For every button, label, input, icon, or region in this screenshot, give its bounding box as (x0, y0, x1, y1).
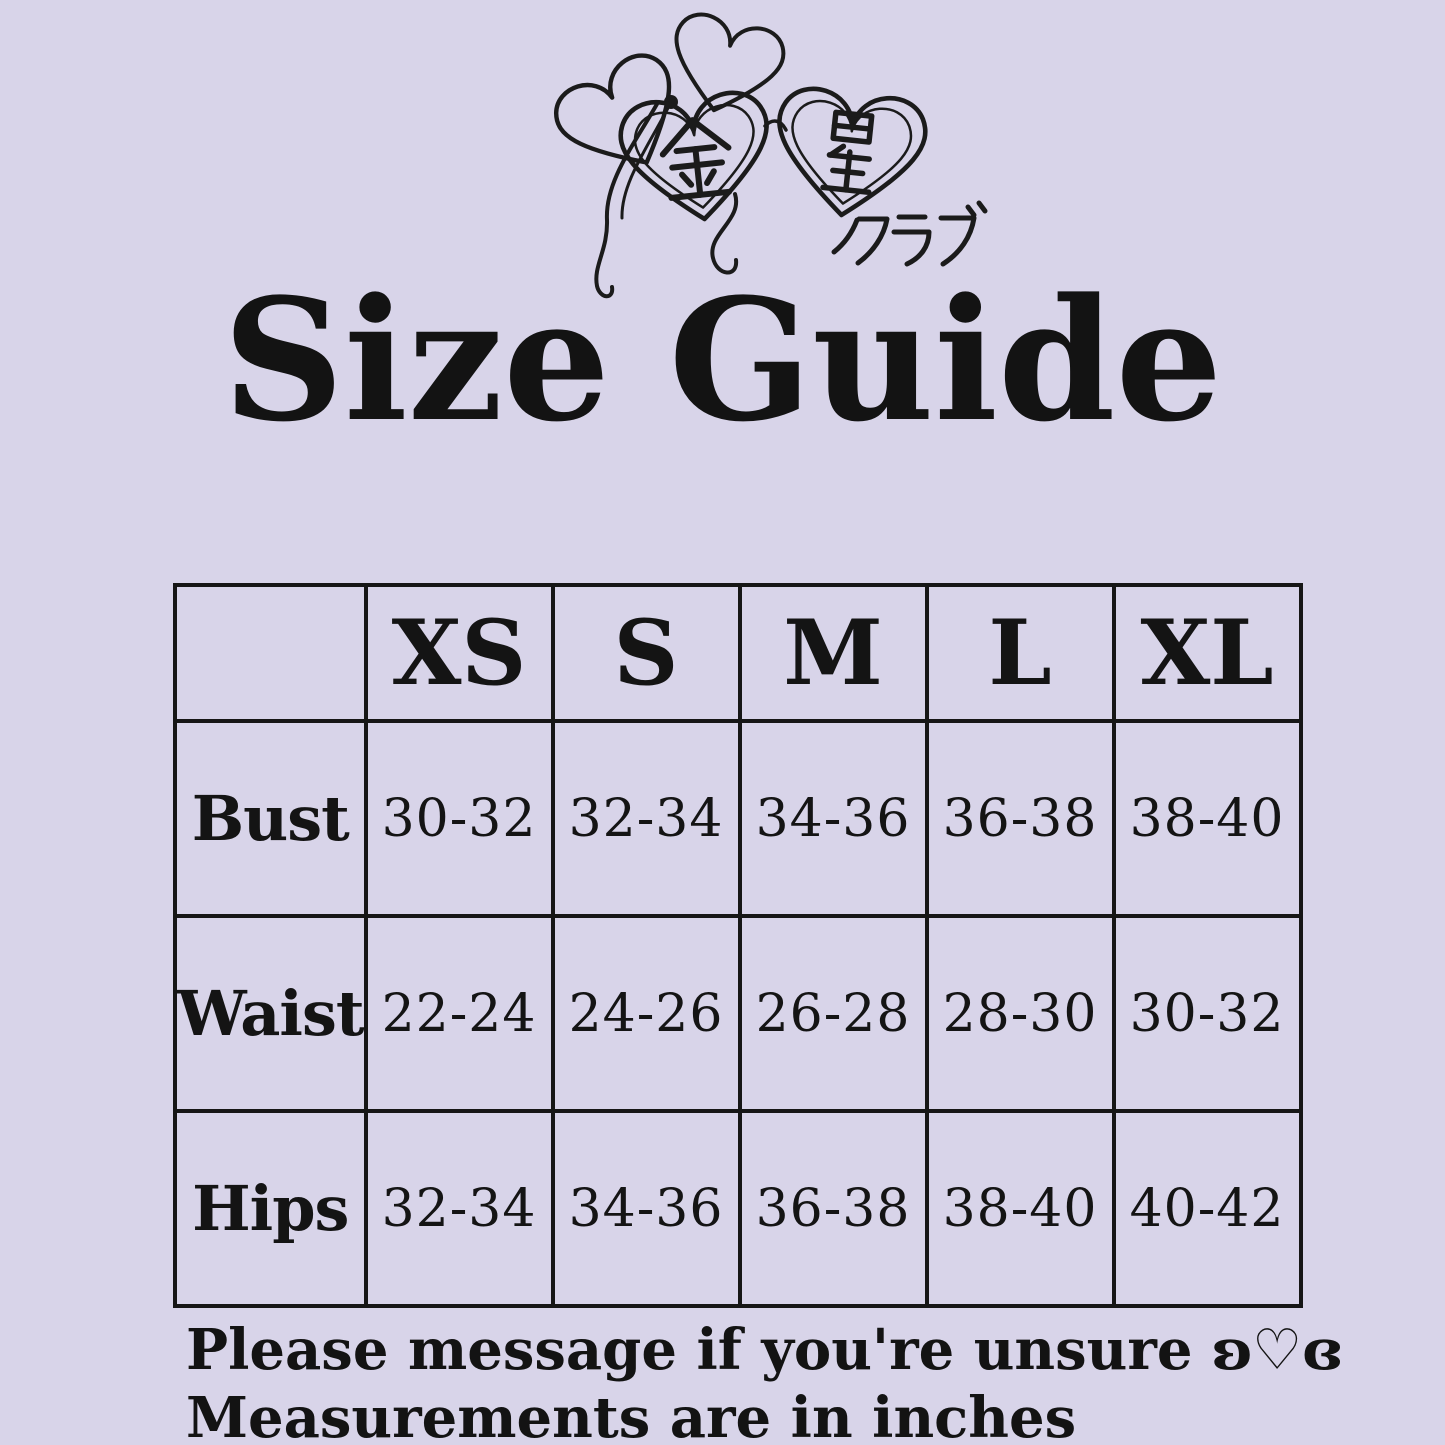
cell-hips-m: 36-38 (737, 1109, 929, 1308)
cell-hips-s: 34-36 (550, 1109, 742, 1308)
size-column-header-xs: XS (363, 583, 555, 723)
locket-clasp (763, 119, 788, 132)
size-header-row: XS S M L XL (173, 583, 1303, 723)
row-label-waist: Waist (173, 914, 368, 1113)
row-label-hips: Hips (173, 1109, 368, 1308)
cell-waist-xs: 22-24 (363, 914, 555, 1113)
cell-waist-l: 28-30 (924, 914, 1116, 1113)
size-column-header-s: S (550, 583, 742, 723)
cell-waist-m: 26-28 (737, 914, 929, 1113)
cell-bust-m: 34-36 (737, 719, 929, 918)
cell-bust-l: 36-38 (924, 719, 1116, 918)
cell-bust-xl: 38-40 (1111, 719, 1303, 918)
cell-bust-xs: 30-32 (363, 719, 555, 918)
measurement-row-hips: Hips 32-34 34-36 36-38 38-40 40-42 (173, 1109, 1303, 1308)
brand-logo (505, 7, 988, 299)
cell-hips-xs: 32-34 (363, 1109, 555, 1308)
size-column-header-xl: XL (1111, 583, 1303, 723)
page-title: Size Guide (222, 261, 1223, 459)
cell-hips-l: 38-40 (924, 1109, 1116, 1308)
ribbon-left (594, 102, 659, 299)
size-column-header-m: M (737, 583, 929, 723)
kanji-kin-icon (659, 117, 733, 201)
katakana-kurabu-icon (831, 200, 988, 267)
measurement-row-bust: Bust 30-32 32-34 34-36 36-38 38-40 (173, 719, 1303, 918)
footer-line-2: Measurements are in inches (186, 1385, 1077, 1445)
row-label-bust: Bust (173, 719, 368, 918)
corner-cell (173, 583, 368, 723)
size-column-header-l: L (924, 583, 1116, 723)
kanji-sei-icon (820, 109, 875, 195)
measurement-row-waist: Waist 22-24 24-26 26-28 28-30 30-32 (173, 914, 1303, 1113)
cell-waist-s: 24-26 (550, 914, 742, 1113)
cell-hips-xl: 40-42 (1111, 1109, 1303, 1308)
cell-bust-s: 32-34 (550, 719, 742, 918)
footer-line-1: Please message if you're unsure ʚ♡ɞ (186, 1317, 1343, 1383)
cell-waist-xl: 30-32 (1111, 914, 1303, 1113)
size-guide-table: XS S M L XL Bust 30-32 32-34 34-36 36-38 38-40 Wai… (173, 583, 1303, 1308)
footer-note: Please message if you're unsure ʚ♡ɞ Meas… (186, 1316, 1342, 1445)
ribbon-center (710, 192, 739, 275)
